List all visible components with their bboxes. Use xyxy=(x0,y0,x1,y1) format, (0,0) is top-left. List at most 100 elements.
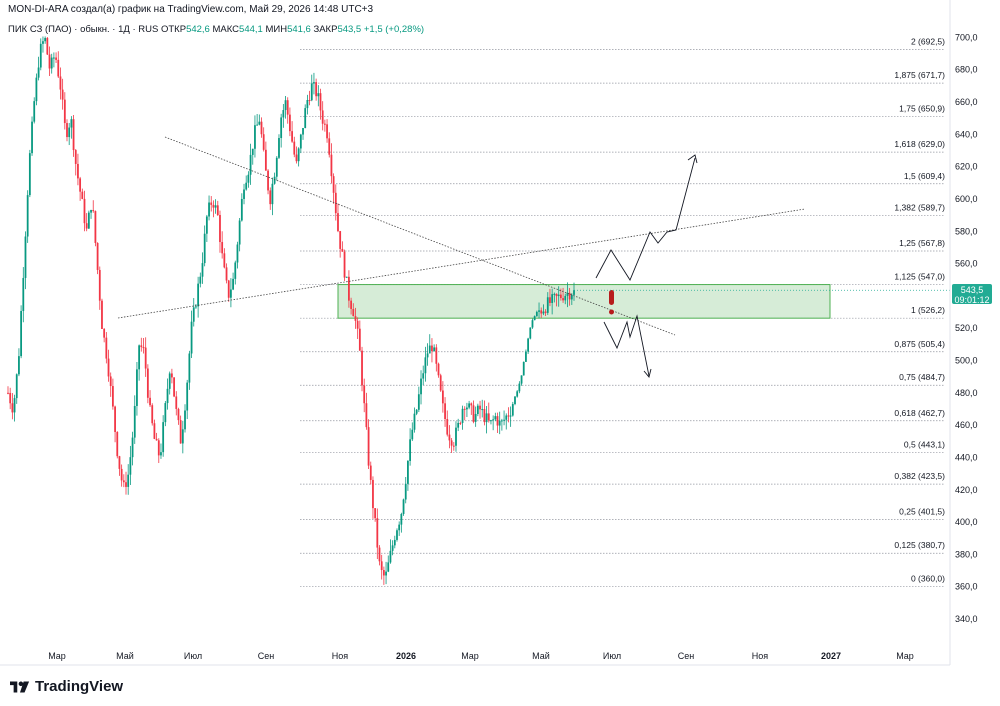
candle-body xyxy=(345,276,348,278)
candle-body xyxy=(61,89,64,100)
candle-body xyxy=(175,396,178,409)
candle-body xyxy=(363,385,366,404)
x-tick-label: Сен xyxy=(258,651,275,661)
candle-body xyxy=(168,373,171,389)
tradingview-logo[interactable]: TradingView xyxy=(10,678,123,695)
candle-body xyxy=(267,170,269,191)
fib-level-label: 0,125 (380,7) xyxy=(894,540,945,550)
candle-body xyxy=(188,353,191,383)
candle-body xyxy=(103,328,106,338)
candle-body xyxy=(37,67,40,78)
candle-body xyxy=(101,300,103,329)
candle-body xyxy=(481,409,484,411)
candle-body xyxy=(107,358,110,377)
candle-body xyxy=(396,530,398,540)
symbol-name[interactable]: ПИК СЗ (ПАО) · обыкн. · 1Д · RUS xyxy=(8,24,159,35)
x-tick-label: Сен xyxy=(678,651,695,661)
candle-body xyxy=(511,404,514,416)
candle-body xyxy=(529,327,532,339)
candle-body xyxy=(557,294,560,297)
y-tick-label: 560,0 xyxy=(955,259,978,269)
candle-body xyxy=(498,420,501,426)
candle-body xyxy=(111,386,114,407)
candle-body xyxy=(273,176,276,184)
fib-level-label: 1,618 (629,0) xyxy=(894,139,945,149)
tradingview-logo-icon xyxy=(10,681,30,692)
exclamation-signal-dot xyxy=(609,309,614,315)
candle-body xyxy=(214,205,217,208)
candle-body xyxy=(321,110,324,124)
candle-body xyxy=(391,545,394,551)
candle-body xyxy=(87,212,90,229)
candle-body xyxy=(317,93,320,97)
x-tick-label: Мар xyxy=(896,651,914,661)
y-tick-label: 480,0 xyxy=(955,388,978,398)
candle-body xyxy=(72,119,75,151)
candle-body xyxy=(227,280,230,298)
candle-body xyxy=(232,278,234,290)
candle-body xyxy=(500,420,503,422)
candle-body xyxy=(256,124,259,126)
y-tick-label: 580,0 xyxy=(955,226,978,236)
candle-body xyxy=(382,570,385,576)
candle-body xyxy=(275,157,278,177)
candle-body xyxy=(31,121,33,154)
candle-body xyxy=(212,204,215,208)
candle-body xyxy=(455,427,457,446)
candle-body xyxy=(9,392,12,404)
candle-body xyxy=(286,100,289,115)
exclamation-signal-icon[interactable] xyxy=(609,290,614,305)
candle-body xyxy=(42,41,44,44)
candle-body xyxy=(133,405,136,438)
candle-body xyxy=(33,101,36,122)
candle-body xyxy=(520,375,523,384)
ascending-trendline xyxy=(117,208,806,319)
candle-body xyxy=(431,345,433,352)
candle-body xyxy=(22,277,25,311)
candle-body xyxy=(437,363,440,376)
candle-body xyxy=(348,276,350,301)
candle-body xyxy=(284,100,287,111)
candle-body xyxy=(162,422,165,453)
candle-body xyxy=(79,178,82,192)
fib-level-label: 1 (526,2) xyxy=(911,305,945,315)
x-tick-label: Май xyxy=(532,651,550,661)
candle-body xyxy=(28,153,31,196)
candle-body xyxy=(503,419,505,421)
candle-body xyxy=(151,405,154,424)
candle-body xyxy=(516,391,519,397)
candle-body xyxy=(407,460,409,484)
candle-body xyxy=(136,369,138,406)
candle-body xyxy=(446,419,449,435)
x-tick-label: Июл xyxy=(184,651,202,661)
close-label: ЗАКР xyxy=(313,24,338,35)
time-axis[interactable]: Мар Май Июл Сен Ноя 2026 Мар Май Июл Сен Ноя 2027 Ма… xyxy=(48,651,914,661)
support-resistance-zone[interactable] xyxy=(337,284,831,319)
fib-level-label: 1,382 (589,7) xyxy=(894,203,945,213)
candle-body xyxy=(507,415,510,417)
bullish-arrowhead xyxy=(687,154,698,164)
x-tick-label: 2026 xyxy=(396,651,416,661)
candle-body xyxy=(439,375,442,391)
y-tick-label: 700,0 xyxy=(955,32,978,42)
candle-body xyxy=(280,117,283,139)
candle-body xyxy=(313,82,315,84)
candle-body xyxy=(243,189,245,199)
x-tick-label: Ноя xyxy=(752,651,769,661)
candle-body xyxy=(131,437,134,458)
candle-body xyxy=(98,269,101,301)
candle-body xyxy=(343,251,346,278)
candle-body xyxy=(376,518,379,548)
price-axis[interactable]: 340,0 360,0 380,0 400,0 420,0 440,0 460,0 480,0… xyxy=(955,32,978,624)
candle-body xyxy=(328,138,331,155)
candle-body xyxy=(39,43,42,68)
y-tick-label: 400,0 xyxy=(955,517,978,527)
candle-body xyxy=(44,38,47,42)
y-tick-label: 460,0 xyxy=(955,420,978,430)
candle-body xyxy=(114,406,116,432)
candle-body xyxy=(234,262,237,279)
candle-body xyxy=(518,383,521,392)
candle-body xyxy=(120,468,123,481)
candle-body xyxy=(470,403,473,406)
